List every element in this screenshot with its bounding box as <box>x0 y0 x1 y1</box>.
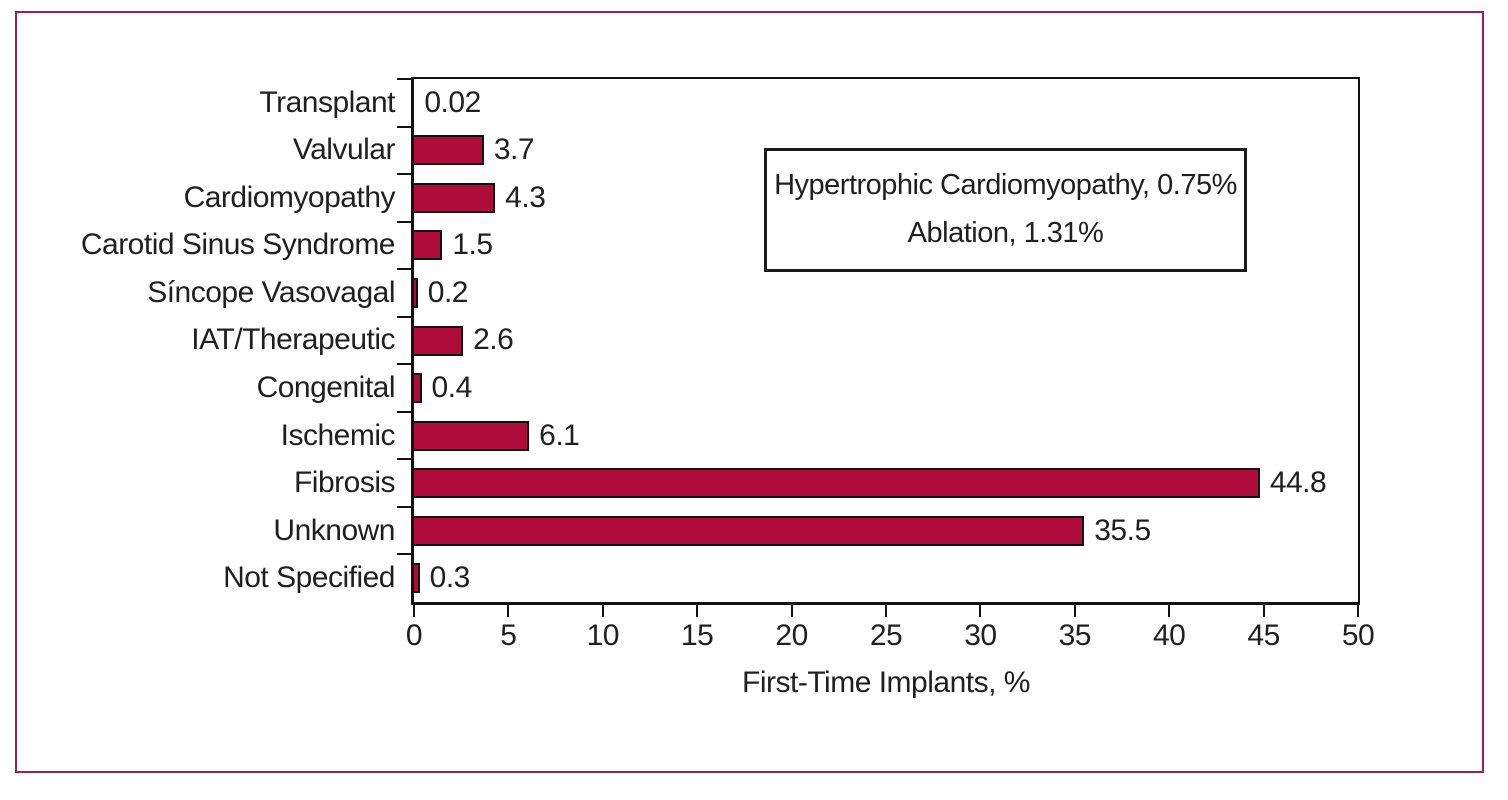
bar-value-label: 1.5 <box>452 228 493 262</box>
category-label: Valvular <box>292 133 396 167</box>
x-tick-label: 25 <box>869 619 903 652</box>
x-tick <box>790 605 793 617</box>
annotation-box: Hypertrophic Cardiomyopathy, 0.75% Ablat… <box>764 148 1247 272</box>
bar-value-label: 2.6 <box>473 323 514 357</box>
x-tick-label: 45 <box>1247 619 1280 652</box>
plot-area: 0.02 3.7 4.3 1.5 0.2 2.6 0.4 6.1 44.8 35.5 0.3 0 5 1… <box>397 77 1375 652</box>
x-tick <box>1073 605 1076 617</box>
x-tick <box>413 605 415 617</box>
category-label: Unknown <box>273 513 395 547</box>
bar <box>414 325 464 356</box>
x-tick <box>507 605 510 617</box>
bar <box>414 563 420 594</box>
bar-value-label: 4.3 <box>505 180 546 214</box>
bar-value-label: 0.02 <box>424 85 481 119</box>
y-tick <box>397 458 411 461</box>
y-tick <box>397 363 411 366</box>
x-tick-label: 30 <box>964 619 997 652</box>
x-tick <box>885 605 887 617</box>
annotation-line-1: Hypertrophic Cardiomyopathy, 0.75% <box>774 169 1237 201</box>
category-label: Síncope Vasovagal <box>147 275 395 309</box>
x-tick-label: 5 <box>500 619 517 652</box>
category-label: Transplant <box>259 85 395 119</box>
bar-value-label: 35.5 <box>1094 513 1151 547</box>
x-tick-label: 10 <box>586 619 620 652</box>
x-tick <box>1262 605 1265 617</box>
annotation-line-2: Ablation, 1.31% <box>907 217 1104 249</box>
x-tick-label: 15 <box>681 619 714 652</box>
category-label: Cardiomyopathy <box>183 180 396 214</box>
x-tick <box>601 605 604 617</box>
bar <box>414 182 496 213</box>
y-tick <box>397 410 411 413</box>
x-tick-label: 0 <box>405 619 423 652</box>
bar-value-label: 3.7 <box>493 133 535 167</box>
x-tick-label: 50 <box>1341 619 1375 652</box>
y-tick <box>397 173 411 176</box>
y-tick <box>397 220 411 223</box>
y-tick <box>397 553 411 556</box>
y-tick <box>397 268 411 271</box>
bar-value-label: 0.4 <box>431 371 473 405</box>
bar-value-label: 0.2 <box>427 275 469 309</box>
x-axis-label: First-Time Implants, % <box>742 666 1030 699</box>
category-label: IAT/Therapeutic <box>191 323 395 357</box>
bar-value-label: 0.3 <box>429 561 471 595</box>
bar <box>414 277 418 308</box>
x-tick <box>1168 605 1171 617</box>
y-tick <box>397 125 411 128</box>
figure-border <box>15 11 1484 773</box>
category-label: Not Specified <box>223 561 395 595</box>
category-label: Congenital <box>256 371 396 405</box>
bar <box>414 135 484 166</box>
y-tick <box>397 78 411 80</box>
bar-value-label: 44.8 <box>1269 466 1327 500</box>
x-tick-label: 40 <box>1153 619 1186 652</box>
bar <box>414 420 530 451</box>
bar <box>414 373 422 404</box>
bar <box>414 515 1085 546</box>
category-label: Ischemic <box>280 418 396 452</box>
y-tick <box>397 505 411 508</box>
x-tick <box>979 605 982 617</box>
x-tick <box>696 605 699 617</box>
bar <box>414 230 443 261</box>
bar-value-label: 6.1 <box>539 418 580 452</box>
category-label: Carotid Sinus Syndrome <box>80 228 396 262</box>
x-tick <box>1357 605 1359 617</box>
category-label: Fibrosis <box>293 466 396 500</box>
bar <box>414 468 1260 499</box>
x-tick-label: 35 <box>1058 619 1092 652</box>
y-tick <box>397 315 411 318</box>
x-tick-label: 20 <box>775 619 808 652</box>
